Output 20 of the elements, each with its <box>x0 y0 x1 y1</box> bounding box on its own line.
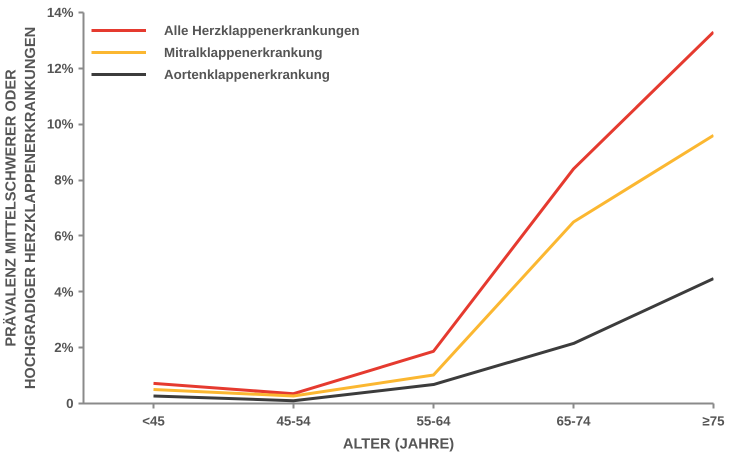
legend-label: Mitralklappenerkrankung <box>164 44 322 60</box>
legend-label: Alle Herzklappenerkrankungen <box>164 22 360 38</box>
line-series <box>152 277 714 402</box>
x-tick-label: ≥75 <box>702 414 726 428</box>
y-tick-label: 2% <box>54 340 74 356</box>
legend-label: Aortenklappenerkrankung <box>164 66 330 82</box>
y-tick-label: 10% <box>46 116 74 132</box>
x-axis-title: ALTER (JAHRE) <box>342 436 454 452</box>
y-tick-label: 12% <box>46 60 74 76</box>
y-tick-label: 14% <box>46 5 74 20</box>
y-tick-label: 4% <box>54 284 74 300</box>
y-axis-title: PRÄVALENZ MITTELSCHWERER ODER HOCHGRADIGER HERZKLAPPENERKRANKUNGEN <box>2 26 39 390</box>
x-tick-label: 45-54 <box>276 414 312 428</box>
x-tick-label: 65-74 <box>556 414 592 428</box>
y-tick-label: 8% <box>54 172 74 188</box>
x-tick-label: <45 <box>142 414 166 428</box>
line-series <box>152 134 714 398</box>
x-tick-label: 55-64 <box>416 414 452 428</box>
y-tick-label: 6% <box>54 228 74 244</box>
y-tick-label: 0 <box>66 396 74 411</box>
